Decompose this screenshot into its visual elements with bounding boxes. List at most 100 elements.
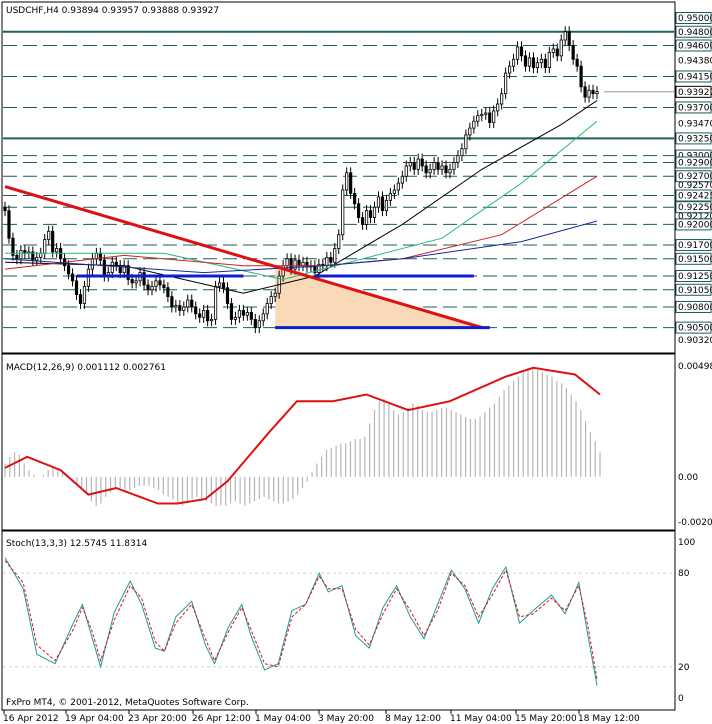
candle-body (341, 189, 345, 236)
candle-body (563, 31, 567, 41)
candle-body (225, 287, 230, 304)
price-label-box (675, 70, 712, 83)
price-label-box (675, 252, 712, 265)
candle-body (257, 320, 261, 329)
candle-body (7, 210, 11, 239)
price-label-box (675, 239, 712, 252)
price-axis-label: 0.93700 (678, 103, 712, 113)
candle-body (182, 306, 186, 311)
candle-body (285, 258, 289, 267)
time-axis-label: 23 Apr 20:00 (128, 714, 187, 724)
price-axis-label: 0.92570 (678, 181, 712, 191)
candle-body (444, 165, 448, 174)
candle-body (329, 257, 333, 263)
macd-axis-label: 0.00498 (678, 362, 712, 372)
candle-body (464, 134, 468, 150)
candle-body (571, 45, 575, 60)
candle-body (432, 162, 436, 170)
chart-header: USDCHF,H4 0.93894 0.93957 0.93888 0.9392… (6, 6, 219, 16)
candle-body (539, 58, 543, 64)
price-label-box (675, 12, 712, 24)
candle-body (583, 86, 587, 98)
candle-body (217, 282, 222, 287)
candle-body (90, 258, 95, 270)
candle-body (531, 57, 536, 68)
candle-body (364, 210, 369, 225)
candle-body (388, 193, 392, 201)
candle-body (460, 148, 464, 157)
candle-body (400, 175, 404, 184)
price-label-box (675, 300, 712, 313)
price-label-box (675, 283, 712, 296)
price-label-box (675, 170, 712, 183)
candle-body (98, 252, 102, 261)
candle-body (543, 58, 547, 68)
candle-body (70, 273, 75, 282)
stoch-axis-label: 100 (678, 538, 695, 548)
candle-body (424, 165, 428, 174)
candle-body (233, 316, 238, 320)
candle-body (265, 303, 269, 315)
time-axis-label: 3 May 20:00 (318, 714, 374, 724)
price-axis-label: 0.94800 (678, 28, 712, 38)
macd-panel-border (1, 353, 676, 531)
stoch-header: Stoch(13,3,3) 12.5745 11.8314 (6, 539, 147, 549)
candle-body (404, 165, 408, 177)
price-axis-label: 0.92425 (678, 192, 712, 202)
macd-signal-line (4, 366, 601, 505)
candle-body (595, 91, 599, 95)
stoch-panel-border (1, 530, 676, 711)
price-label-box (675, 189, 712, 202)
price-axis-label: 0.90320 (678, 336, 712, 346)
candle-body (3, 206, 7, 212)
candle-body (166, 287, 170, 298)
candle-body (110, 261, 114, 273)
candle-body (484, 112, 488, 115)
candle-body (130, 279, 134, 284)
candle-body (237, 310, 242, 318)
candle-body (35, 257, 39, 261)
candle-body (43, 239, 47, 254)
candle-body (261, 313, 265, 322)
moving-average-line (4, 100, 598, 294)
stoch-axis-label: 20 (678, 663, 690, 673)
candle-body (229, 303, 234, 320)
candle-body (492, 110, 496, 123)
price-axis-label: 0.90800 (678, 303, 712, 313)
candle-body (78, 294, 83, 304)
candle-body (337, 234, 341, 249)
candle-body (154, 280, 158, 287)
candle-body (158, 280, 162, 286)
candle-body (198, 313, 202, 318)
candle-body (535, 62, 539, 68)
current-price-box (675, 85, 712, 98)
candle-body (86, 268, 91, 287)
candle-body (325, 257, 329, 267)
candle-body (476, 115, 480, 122)
candle-body (416, 158, 420, 170)
candle-body (15, 254, 19, 260)
price-axis-label: 0.90500 (678, 324, 712, 334)
candle-body (472, 120, 476, 129)
candle-body (448, 168, 452, 174)
moving-average-line (4, 220, 598, 274)
candle-body (162, 284, 166, 289)
time-axis-label: 1 May 04:00 (255, 714, 311, 724)
candle-body (368, 210, 373, 218)
time-axis-label: 8 May 12:00 (385, 714, 441, 724)
price-axis-label: 0.93927 (678, 88, 712, 98)
candle-body (142, 272, 146, 286)
candle-body (221, 282, 226, 289)
candle-body (504, 72, 508, 95)
candle-body (360, 217, 365, 225)
candle-body (488, 112, 492, 123)
price-axis-label: 0.91050 (678, 286, 712, 296)
candle-body (384, 199, 389, 212)
candle-body (555, 48, 559, 57)
candle-body (480, 113, 484, 117)
candle-body (587, 89, 591, 98)
candle-body (440, 165, 444, 170)
macd-axis-label: -0.00203 (678, 518, 712, 528)
candle-body (102, 259, 106, 277)
price-axis-label: 0.92700 (678, 172, 712, 182)
